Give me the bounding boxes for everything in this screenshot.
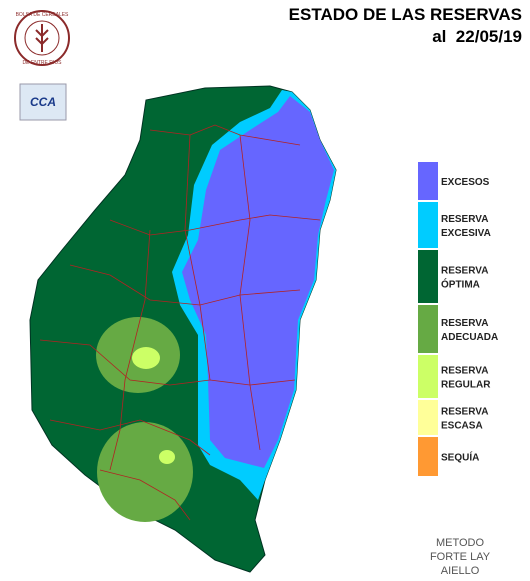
legend-label: RESERVA (441, 266, 488, 277)
border (69, 264, 301, 306)
legend-swatch (418, 250, 438, 303)
footer: METODO FORTE LAY AIELLO (430, 537, 491, 577)
department-borders (39, 124, 321, 521)
logo-inner (24, 20, 60, 56)
legend-label: RESERVA (441, 407, 488, 418)
badge-box (19, 83, 67, 121)
legend-label: ÓPTIMA (441, 278, 480, 291)
border (109, 214, 321, 236)
logo: BOLSA DE CEREALES DE ENTRE RIOS CCA (14, 10, 70, 121)
legend-label: RESERVA (441, 318, 488, 329)
legend-swatch (418, 400, 438, 435)
legend-swatch (418, 437, 438, 476)
date-line: al 22/05/19 (432, 27, 522, 46)
border (109, 229, 151, 471)
legend-label: RESERVA (441, 366, 488, 377)
map (29, 85, 337, 573)
legend-swatch (418, 162, 438, 200)
legend-label: SEQUÍA (441, 451, 479, 464)
logo-text-top: BOLSA DE CEREALES (16, 12, 69, 18)
method-text: AIELLO (441, 565, 480, 576)
logo-text-bottom: DE ENTRE RIOS (23, 60, 63, 66)
border (99, 469, 191, 521)
legend-swatch (418, 202, 438, 248)
zone-regular-1 (132, 347, 160, 369)
legend: EXCESOSRESERVAEXCESIVARESERVAÓPTIMARESER… (418, 162, 498, 476)
legend-swatch (418, 305, 438, 353)
zone-adecuada-2 (97, 422, 193, 522)
border (239, 134, 261, 451)
legend-label: ESCASA (441, 421, 483, 432)
legend-label: REGULAR (441, 380, 491, 391)
badge-text: CCA (30, 95, 56, 109)
border (184, 134, 211, 381)
zone-regular-2 (159, 450, 175, 464)
legend-swatch (418, 355, 438, 398)
legend-label: ADECUADA (441, 332, 498, 343)
method-text: METODO (436, 537, 485, 549)
method-text: FORTE LAY (430, 551, 491, 563)
legend-label: EXCESOS (441, 177, 490, 188)
legend-label: EXCESIVA (441, 228, 491, 239)
border (49, 419, 211, 456)
border (149, 124, 301, 146)
zone-excesos (182, 96, 334, 468)
title: ESTADO DE LAS RESERVAS (289, 5, 522, 24)
logo-wheat (35, 24, 49, 52)
legend-label: RESERVA (441, 214, 488, 225)
